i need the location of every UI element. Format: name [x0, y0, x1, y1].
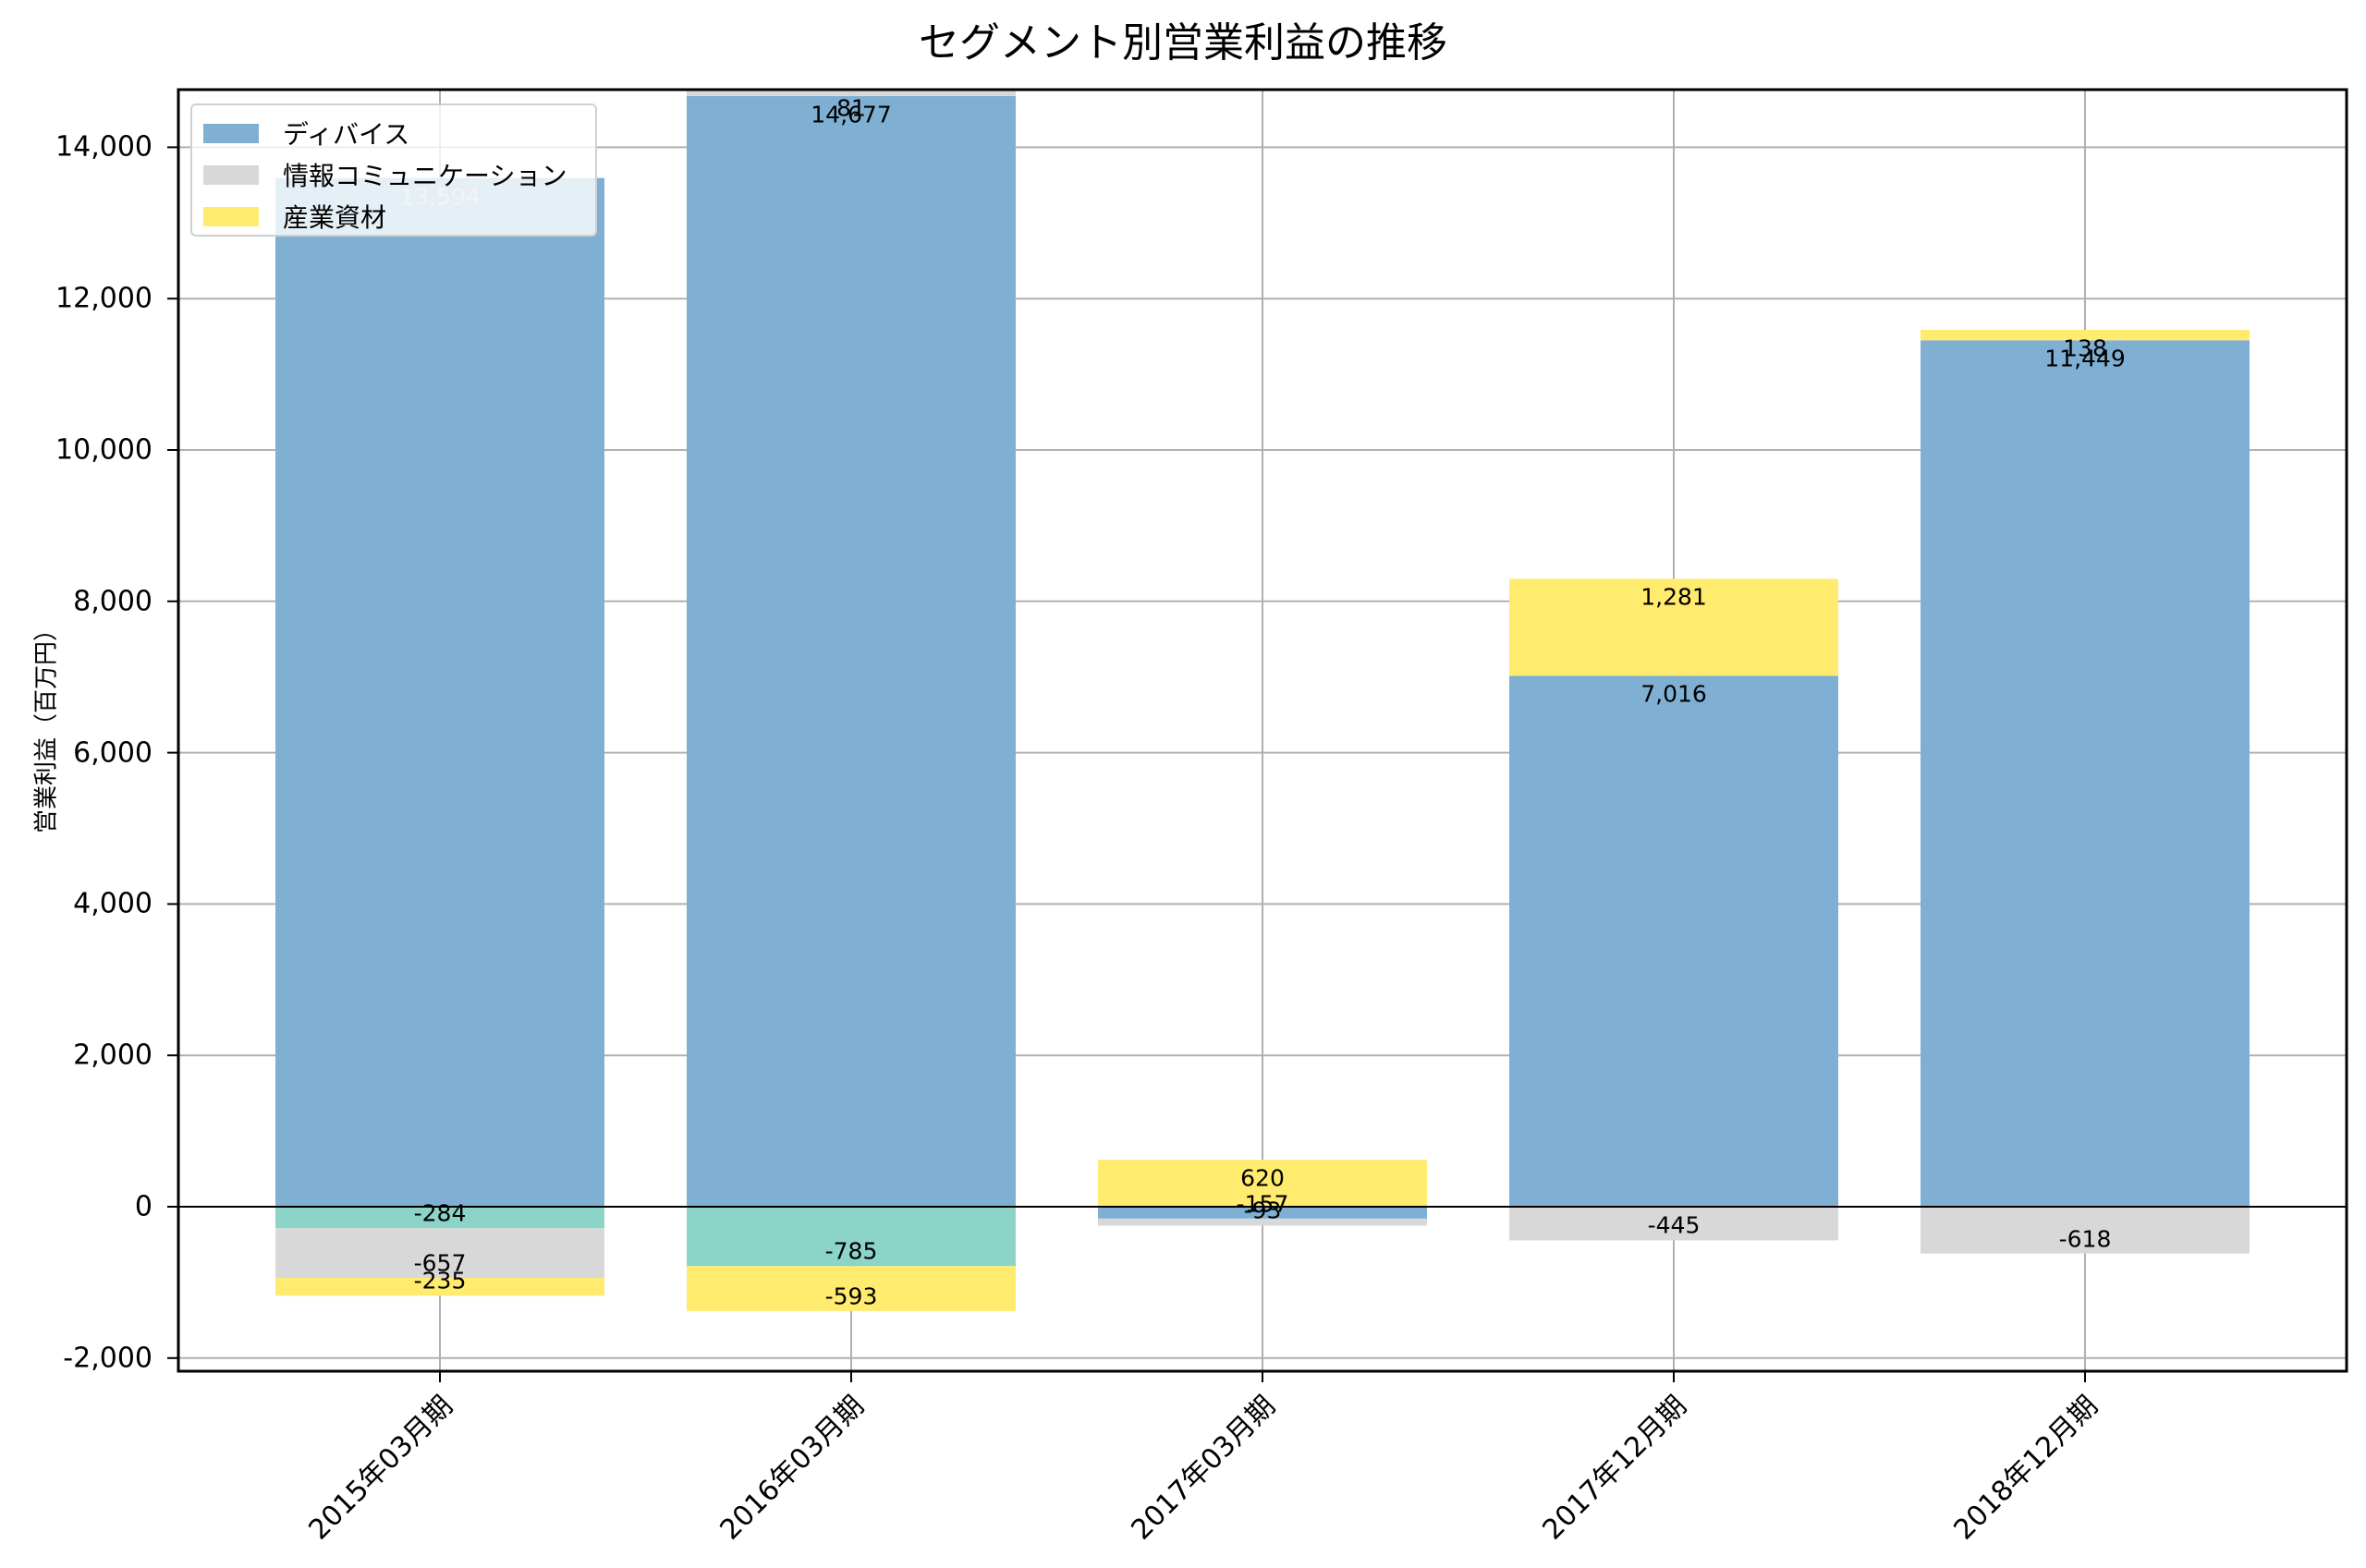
y-tick-label: 12,000 [55, 282, 152, 315]
bar-segment [1509, 1207, 1838, 1241]
bar-segment [1098, 1218, 1427, 1226]
bar-segment [275, 177, 604, 1208]
bar-segment [687, 95, 1016, 1207]
legend-item-info-communication: 情報コミュニケーション [203, 156, 567, 193]
bar-segment [275, 1278, 604, 1296]
bar-value-label: 138 [2063, 334, 2107, 362]
bar-segment [1921, 1207, 2250, 1254]
bar-value-label: 81 [836, 94, 866, 122]
bar-value-label: -284 [413, 1199, 467, 1227]
bar-segment [1921, 330, 2250, 341]
bar-segment [1098, 1160, 1427, 1207]
chart-title: セグメント別営業利益の推移 [919, 19, 1447, 67]
y-tick-label: -2,000 [63, 1342, 152, 1375]
legend-label: ディバイス [283, 119, 410, 150]
y-tick-label: 10,000 [55, 433, 152, 467]
legend-swatch-info-communication [203, 164, 259, 185]
bar-segment [1921, 340, 2250, 1207]
bar-segment [1509, 675, 1838, 1207]
legend-label: 情報コミュニケーション [283, 161, 567, 191]
y-tick-label: 6,000 [73, 736, 152, 770]
y-tick-label: 2,000 [73, 1039, 152, 1072]
y-tick-label: 8,000 [73, 585, 152, 618]
legend-label: 産業資材 [283, 202, 387, 233]
bar-value-label: -593 [824, 1282, 878, 1310]
bar-value-label: -445 [1647, 1211, 1701, 1239]
bar-segment [687, 1266, 1016, 1311]
bar-value-label: 11,449 [2044, 345, 2126, 372]
bar-segment [1509, 578, 1838, 676]
y-tick-label: 14,000 [55, 130, 152, 164]
bar-segment [687, 90, 1016, 96]
legend-item-device: ディバイス [203, 115, 409, 152]
bar-segment [687, 1207, 1016, 1267]
legend-swatch-device [203, 123, 259, 143]
bar-value-label: 7,016 [1640, 680, 1707, 708]
bars [275, 90, 2250, 1311]
bar-value-label: -93 [1243, 1197, 1282, 1224]
y-tick-label: 0 [134, 1190, 152, 1223]
tick-marks [167, 146, 2086, 1382]
bar-value-label: 14,677 [811, 101, 892, 128]
legend-item-industrial-materials: 産業資材 [203, 198, 386, 235]
bar-segment [275, 1228, 604, 1279]
bar-segment [275, 1207, 604, 1229]
bar-value-label: 1,281 [1640, 583, 1707, 611]
bar-value-label: -235 [413, 1267, 467, 1295]
bar-value-label: -657 [413, 1249, 467, 1277]
bar-segment [1098, 1207, 1427, 1219]
bar-value-label: -618 [2058, 1225, 2112, 1253]
legend-swatch-industrial-materials [203, 206, 259, 226]
y-tick-label: 4,000 [73, 887, 152, 920]
bar-value-label: -157 [1236, 1190, 1289, 1218]
legend: ディバイス 情報コミュニケーション 産業資材 [190, 103, 597, 237]
bar-value-label: -785 [824, 1237, 878, 1265]
bar-value-label: 620 [1240, 1164, 1285, 1192]
